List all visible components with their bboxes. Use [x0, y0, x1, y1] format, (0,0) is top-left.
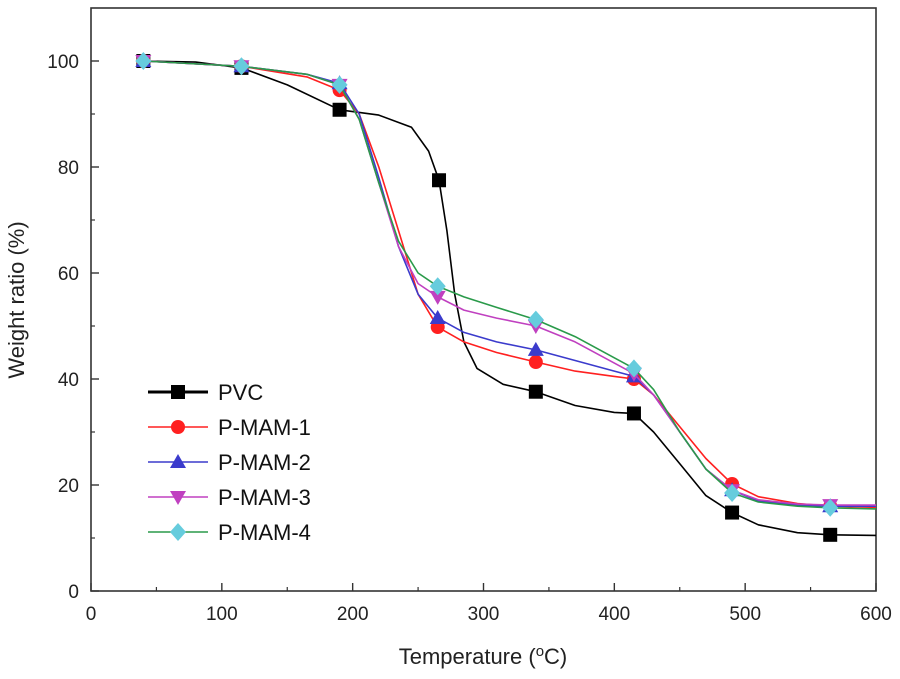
x-tick-label: 100	[206, 604, 238, 625]
legend-label: P-MAM-3	[218, 485, 311, 510]
legend-label: P-MAM-2	[218, 450, 311, 475]
legend-marker	[170, 454, 186, 468]
y-tick-label: 100	[47, 52, 79, 73]
y-tick-label: 0	[68, 582, 79, 603]
x-tick-label: 200	[337, 604, 369, 625]
x-tick-label: 400	[598, 604, 630, 625]
legend-item-p-mam-2: P-MAM-2	[148, 450, 311, 475]
data-point-pvc	[725, 505, 740, 520]
data-point-pvc	[432, 173, 447, 188]
data-point-pvc	[823, 527, 838, 542]
x-tick-label: 0	[86, 604, 97, 625]
y-tick-label: 80	[58, 158, 79, 179]
data-point-p-mam-4	[822, 498, 839, 517]
axis-ticks: 0 100 200 300 400 500 600 0 20 40 60 80 100	[47, 52, 892, 625]
y-tick-label: 60	[58, 264, 79, 285]
data-point-p-mam-4	[429, 277, 446, 296]
x-axis-title: Temperature (oC)	[399, 643, 568, 669]
legend-item-pvc: PVC	[148, 380, 263, 405]
legend-label: P-MAM-1	[218, 415, 311, 440]
series-p-mam-3	[135, 55, 876, 514]
data-point-p-mam-2	[527, 341, 544, 356]
x-tick-label: 500	[729, 604, 761, 625]
y-axis-title: Weight ratio (%)	[4, 221, 29, 378]
data-point-p-mam-4	[625, 359, 642, 378]
x-axis-unit-superscript: o	[536, 643, 544, 660]
data-point-pvc	[626, 406, 641, 421]
data-point-pvc	[528, 384, 543, 399]
legend-label: P-MAM-4	[218, 520, 311, 545]
legend-marker	[170, 491, 186, 505]
data-point-p-mam-4	[724, 483, 741, 502]
legend-marker	[170, 523, 186, 541]
legend-label: PVC	[218, 380, 263, 405]
y-tick-label: 40	[58, 370, 79, 391]
x-tick-label: 600	[860, 604, 892, 625]
legend-item-p-mam-1: P-MAM-1	[148, 415, 311, 440]
series-p-mam-2	[135, 53, 876, 513]
series-line-p-mam-4	[143, 60, 877, 510]
x-tick-label: 300	[468, 604, 500, 625]
data-point-p-mam-3	[429, 290, 446, 305]
series-p-mam-1	[136, 54, 877, 514]
series-line-p-mam-1	[143, 60, 877, 509]
legend-marker	[171, 420, 185, 434]
data-point-p-mam-4	[135, 52, 152, 70]
legend: PVC P-MAM-1 P-MAM-2 P-MAM-3 P-MAM-4	[148, 380, 311, 545]
legend-item-p-mam-3: P-MAM-3	[148, 485, 311, 510]
series-p-mam-4	[135, 52, 877, 517]
data-point-p-mam-2	[429, 310, 446, 325]
legend-marker	[171, 385, 185, 399]
series-layer	[135, 52, 877, 542]
data-point-p-mam-4	[527, 310, 544, 329]
plot-frame	[90, 7, 877, 592]
data-point-pvc	[332, 102, 347, 117]
data-point-p-mam-1	[528, 355, 543, 370]
y-tick-label: 20	[58, 476, 79, 497]
data-point-p-mam-4	[233, 57, 250, 76]
data-point-p-mam-4	[331, 75, 348, 94]
legend-item-p-mam-4: P-MAM-4	[148, 520, 311, 545]
